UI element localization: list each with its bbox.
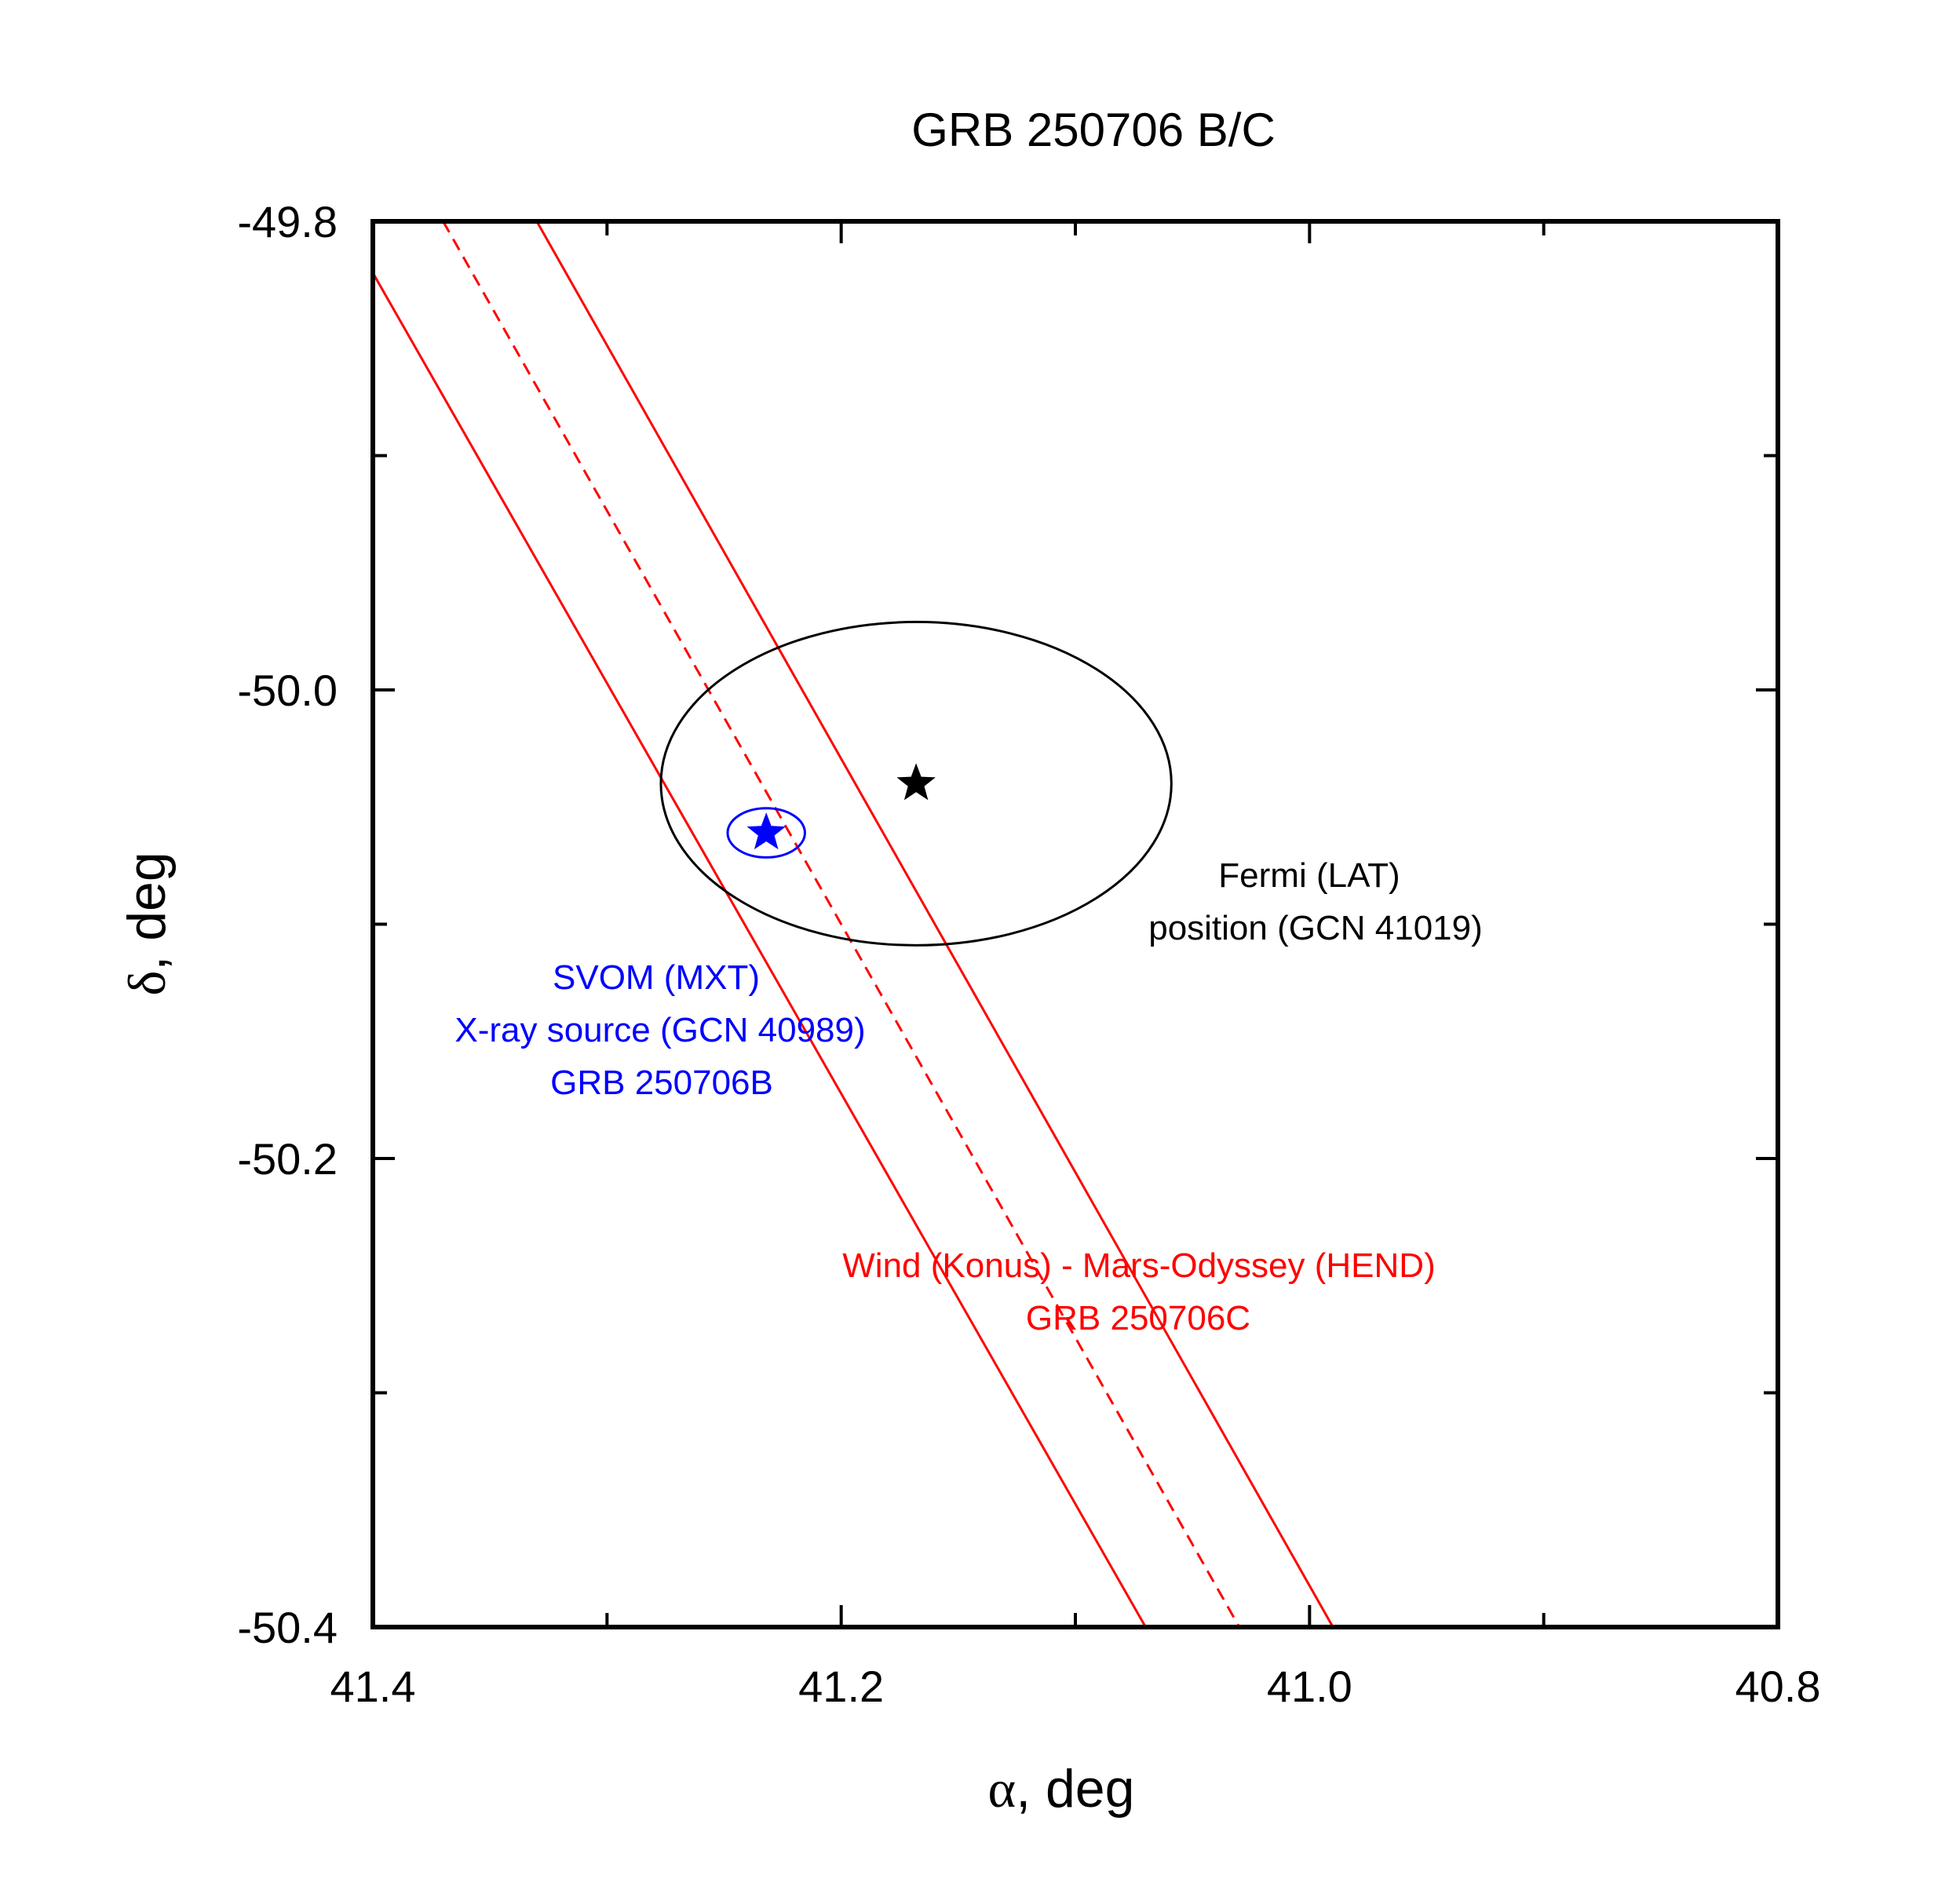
axes: 41.4 41.2 41.0 40.8 -49.8 -50.0 -50.2 -50.4 [237,197,1820,1711]
annotation-fermi-line-2: position (GCN 41019) [1148,909,1483,947]
plot-data [373,221,1334,1627]
annotation-konus-line-1: Wind (Konus) - Mars-Odyssey (HEND) [842,1246,1435,1285]
annotation-konus-line-2: GRB 250706C [1026,1299,1250,1337]
annotation-svom-line-3: GRB 250706B [550,1064,773,1102]
y-tick-label: -49.8 [237,197,338,246]
y-tick-label: -50.4 [237,1603,338,1652]
annotation-fermi: Fermi (LAT) position (GCN 41019) [1148,856,1483,947]
fermi-error-ellipse [659,620,1173,947]
x-tick-label: 41.2 [798,1662,884,1711]
plot-frame [370,219,1780,1629]
annotation-fermi-line-1: Fermi (LAT) [1218,856,1400,895]
annotation-svom-line-2: X-ray source (GCN 40989) [454,1011,865,1049]
annotation-svom: SVOM (MXT) X-ray source (GCN 40989) GRB … [454,958,865,1102]
x-axis-label: α, deg [988,1759,1135,1819]
fermi-position-star [896,763,936,801]
svom-position-star [746,812,786,850]
y-tick-label: -50.0 [237,666,338,715]
chart-title: GRB 250706 B/C [911,104,1276,156]
konus-line-1-solid [373,272,1147,1627]
annotation-svom-line-1: SVOM (MXT) [553,958,760,997]
x-tick-label: 40.8 [1736,1662,1821,1711]
konus-line-2-dashed [442,221,1241,1627]
y-tick-label: -50.2 [237,1134,338,1184]
svom-error-ellipse [726,807,806,859]
annotation-konus: Wind (Konus) - Mars-Odyssey (HEND) GRB 2… [842,1246,1435,1337]
y-axis-label: δ, deg [117,852,177,995]
x-axis-text: , deg [1016,1759,1134,1819]
x-tick-label: 41.0 [1267,1662,1352,1711]
y-axis-symbol: δ [117,971,177,996]
x-tick-label: 41.4 [330,1662,416,1711]
y-axis-text: , deg [117,852,177,970]
konus-line-3-solid [535,221,1334,1627]
x-axis-symbol: α [988,1759,1016,1819]
y-axis-label-group: δ, deg [117,852,177,995]
